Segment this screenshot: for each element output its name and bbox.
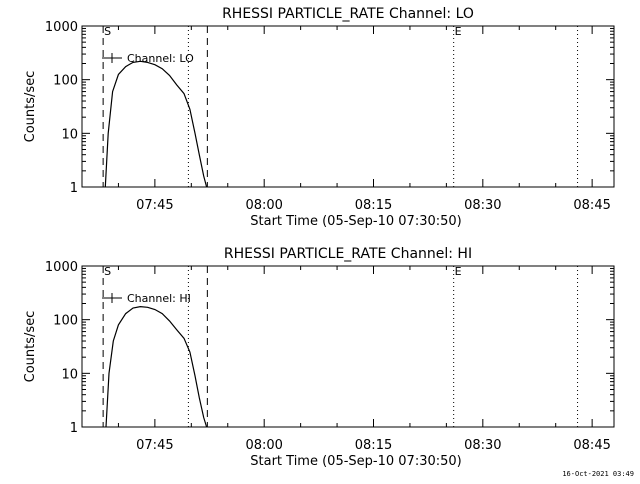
panel-2-y-tick-label: 1: [70, 421, 78, 436]
panel-2-x-tick-label: 08:15: [355, 438, 392, 453]
panel-1-legend-label: Channel: LO: [127, 52, 194, 65]
panel-1-x-tick-label: 08:00: [245, 198, 282, 213]
panel-2-x-tick-label: 08:45: [573, 438, 610, 453]
panel-1-x-tick-label: 07:45: [136, 198, 173, 213]
panel-2-legend-label: Channel: HI: [127, 292, 191, 305]
panel-1-x-tick-label: 08:45: [573, 198, 610, 213]
panel-2-x-tick-label: 08:30: [464, 438, 501, 453]
panel-2-y-tick-label: 1000: [45, 260, 78, 275]
generated-timestamp: 16-Oct-2021 03:49: [562, 470, 634, 478]
panel-2-title: RHESSI PARTICLE_RATE Channel: HI: [224, 246, 472, 262]
panel-1-y-tick-label: 1000: [45, 20, 78, 35]
panel-1-y-tick-label: 10: [61, 127, 78, 142]
panel-1-y-tick-label: 1: [70, 181, 78, 196]
panel-1-x-tick-label: 08:15: [355, 198, 392, 213]
panel-2-x-tick-label: 08:00: [245, 438, 282, 453]
panel-1-title: RHESSI PARTICLE_RATE Channel: LO: [222, 6, 474, 22]
panel-1-x-axis-label: Start Time (05-Sep-10 07:30:50): [250, 214, 461, 229]
panel-1-y-tick-label: 100: [53, 74, 78, 89]
panel-1-marker-label-S: S: [104, 25, 111, 38]
panel-2-x-axis-label: Start Time (05-Sep-10 07:30:50): [250, 454, 461, 469]
panel-2-marker-label-S: S: [104, 265, 111, 278]
panel-1-plot-frame: [81, 25, 615, 188]
panel-2-marker-label-E: E: [455, 265, 462, 278]
panel-2-series-line-1: [105, 305, 208, 428]
panel-2-plot-frame: [81, 265, 615, 428]
panel-2-x-tick-label: 07:45: [136, 438, 173, 453]
panel-2-y-tick-label: 10: [61, 367, 78, 382]
panel-1-y-axis-label: Counts/sec: [23, 71, 38, 143]
panel-2-y-tick-label: 100: [53, 314, 78, 329]
panel-1-series-line-1: [104, 60, 208, 188]
panel-1-marker-label-E: E: [455, 25, 462, 38]
panel-1-x-tick-label: 08:30: [464, 198, 501, 213]
panel-2-y-axis-label: Counts/sec: [23, 311, 38, 383]
